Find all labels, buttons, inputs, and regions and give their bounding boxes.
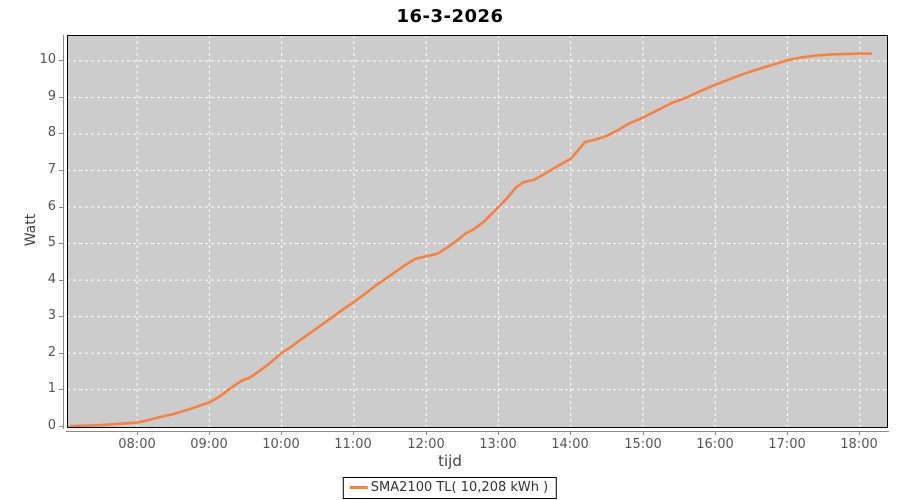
legend: SMA2100 TL( 10,208 kWh ) xyxy=(342,477,558,499)
y-tick-label: 4 xyxy=(47,272,56,287)
chart-title: 16-3-2026 xyxy=(396,6,504,27)
series-line-sma2100 xyxy=(69,52,872,428)
plot-canvas xyxy=(67,35,888,428)
y-tick-mark xyxy=(59,207,63,208)
y-tick-label: 6 xyxy=(47,199,56,214)
x-tick-label: 14:00 xyxy=(551,437,589,452)
x-tick-mark xyxy=(426,431,427,435)
x-tick-label: 18:00 xyxy=(840,437,878,452)
x-tick-mark xyxy=(353,431,354,435)
x-tick-mark xyxy=(715,431,716,435)
y-tick-mark xyxy=(59,389,63,390)
y-tick-label: 8 xyxy=(47,125,56,140)
x-tick-label: 15:00 xyxy=(624,437,662,452)
x-tick-label: 10:00 xyxy=(262,437,300,452)
y-tick-label: 2 xyxy=(47,345,56,360)
x-tick-mark xyxy=(281,431,282,435)
x-tick-label: 08:00 xyxy=(118,437,156,452)
y-tick-label: 1 xyxy=(47,381,56,396)
y-tick-mark xyxy=(59,133,63,134)
x-axis-title: tijd xyxy=(438,452,462,470)
x-tick-mark xyxy=(209,431,210,435)
x-tick-label: 13:00 xyxy=(479,437,517,452)
y-tick-label: 9 xyxy=(47,89,56,104)
y-tick-mark xyxy=(59,60,63,61)
y-axis-line xyxy=(63,35,64,429)
plot-background xyxy=(67,35,888,428)
x-tick-label: 12:00 xyxy=(407,437,445,452)
y-tick-label: 7 xyxy=(47,162,56,177)
x-tick-label: 11:00 xyxy=(334,437,372,452)
y-tick-label: 10 xyxy=(39,52,56,67)
y-tick-mark xyxy=(59,170,63,171)
y-tick-mark xyxy=(59,280,63,281)
x-tick-mark xyxy=(859,431,860,435)
y-tick-mark xyxy=(59,97,63,98)
x-tick-label: 09:00 xyxy=(190,437,228,452)
x-tick-mark xyxy=(787,431,788,435)
x-tick-mark xyxy=(498,431,499,435)
x-tick-label: 16:00 xyxy=(696,437,734,452)
y-tick-mark xyxy=(59,353,63,354)
y-tick-label: 5 xyxy=(47,235,56,250)
x-tick-label: 17:00 xyxy=(768,437,806,452)
y-tick-label: 3 xyxy=(47,308,56,323)
legend-line-swatch xyxy=(349,486,368,489)
x-tick-mark xyxy=(137,431,138,435)
y-tick-mark xyxy=(59,316,63,317)
y-tick-label: 0 xyxy=(47,418,56,433)
legend-label: SMA2100 TL( 10,208 kWh ) xyxy=(370,480,549,495)
x-axis-line xyxy=(66,431,889,432)
plot-border xyxy=(67,35,888,428)
y-tick-mark xyxy=(59,426,63,427)
x-tick-mark xyxy=(570,431,571,435)
y-tick-mark xyxy=(59,243,63,244)
x-tick-mark xyxy=(643,431,644,435)
